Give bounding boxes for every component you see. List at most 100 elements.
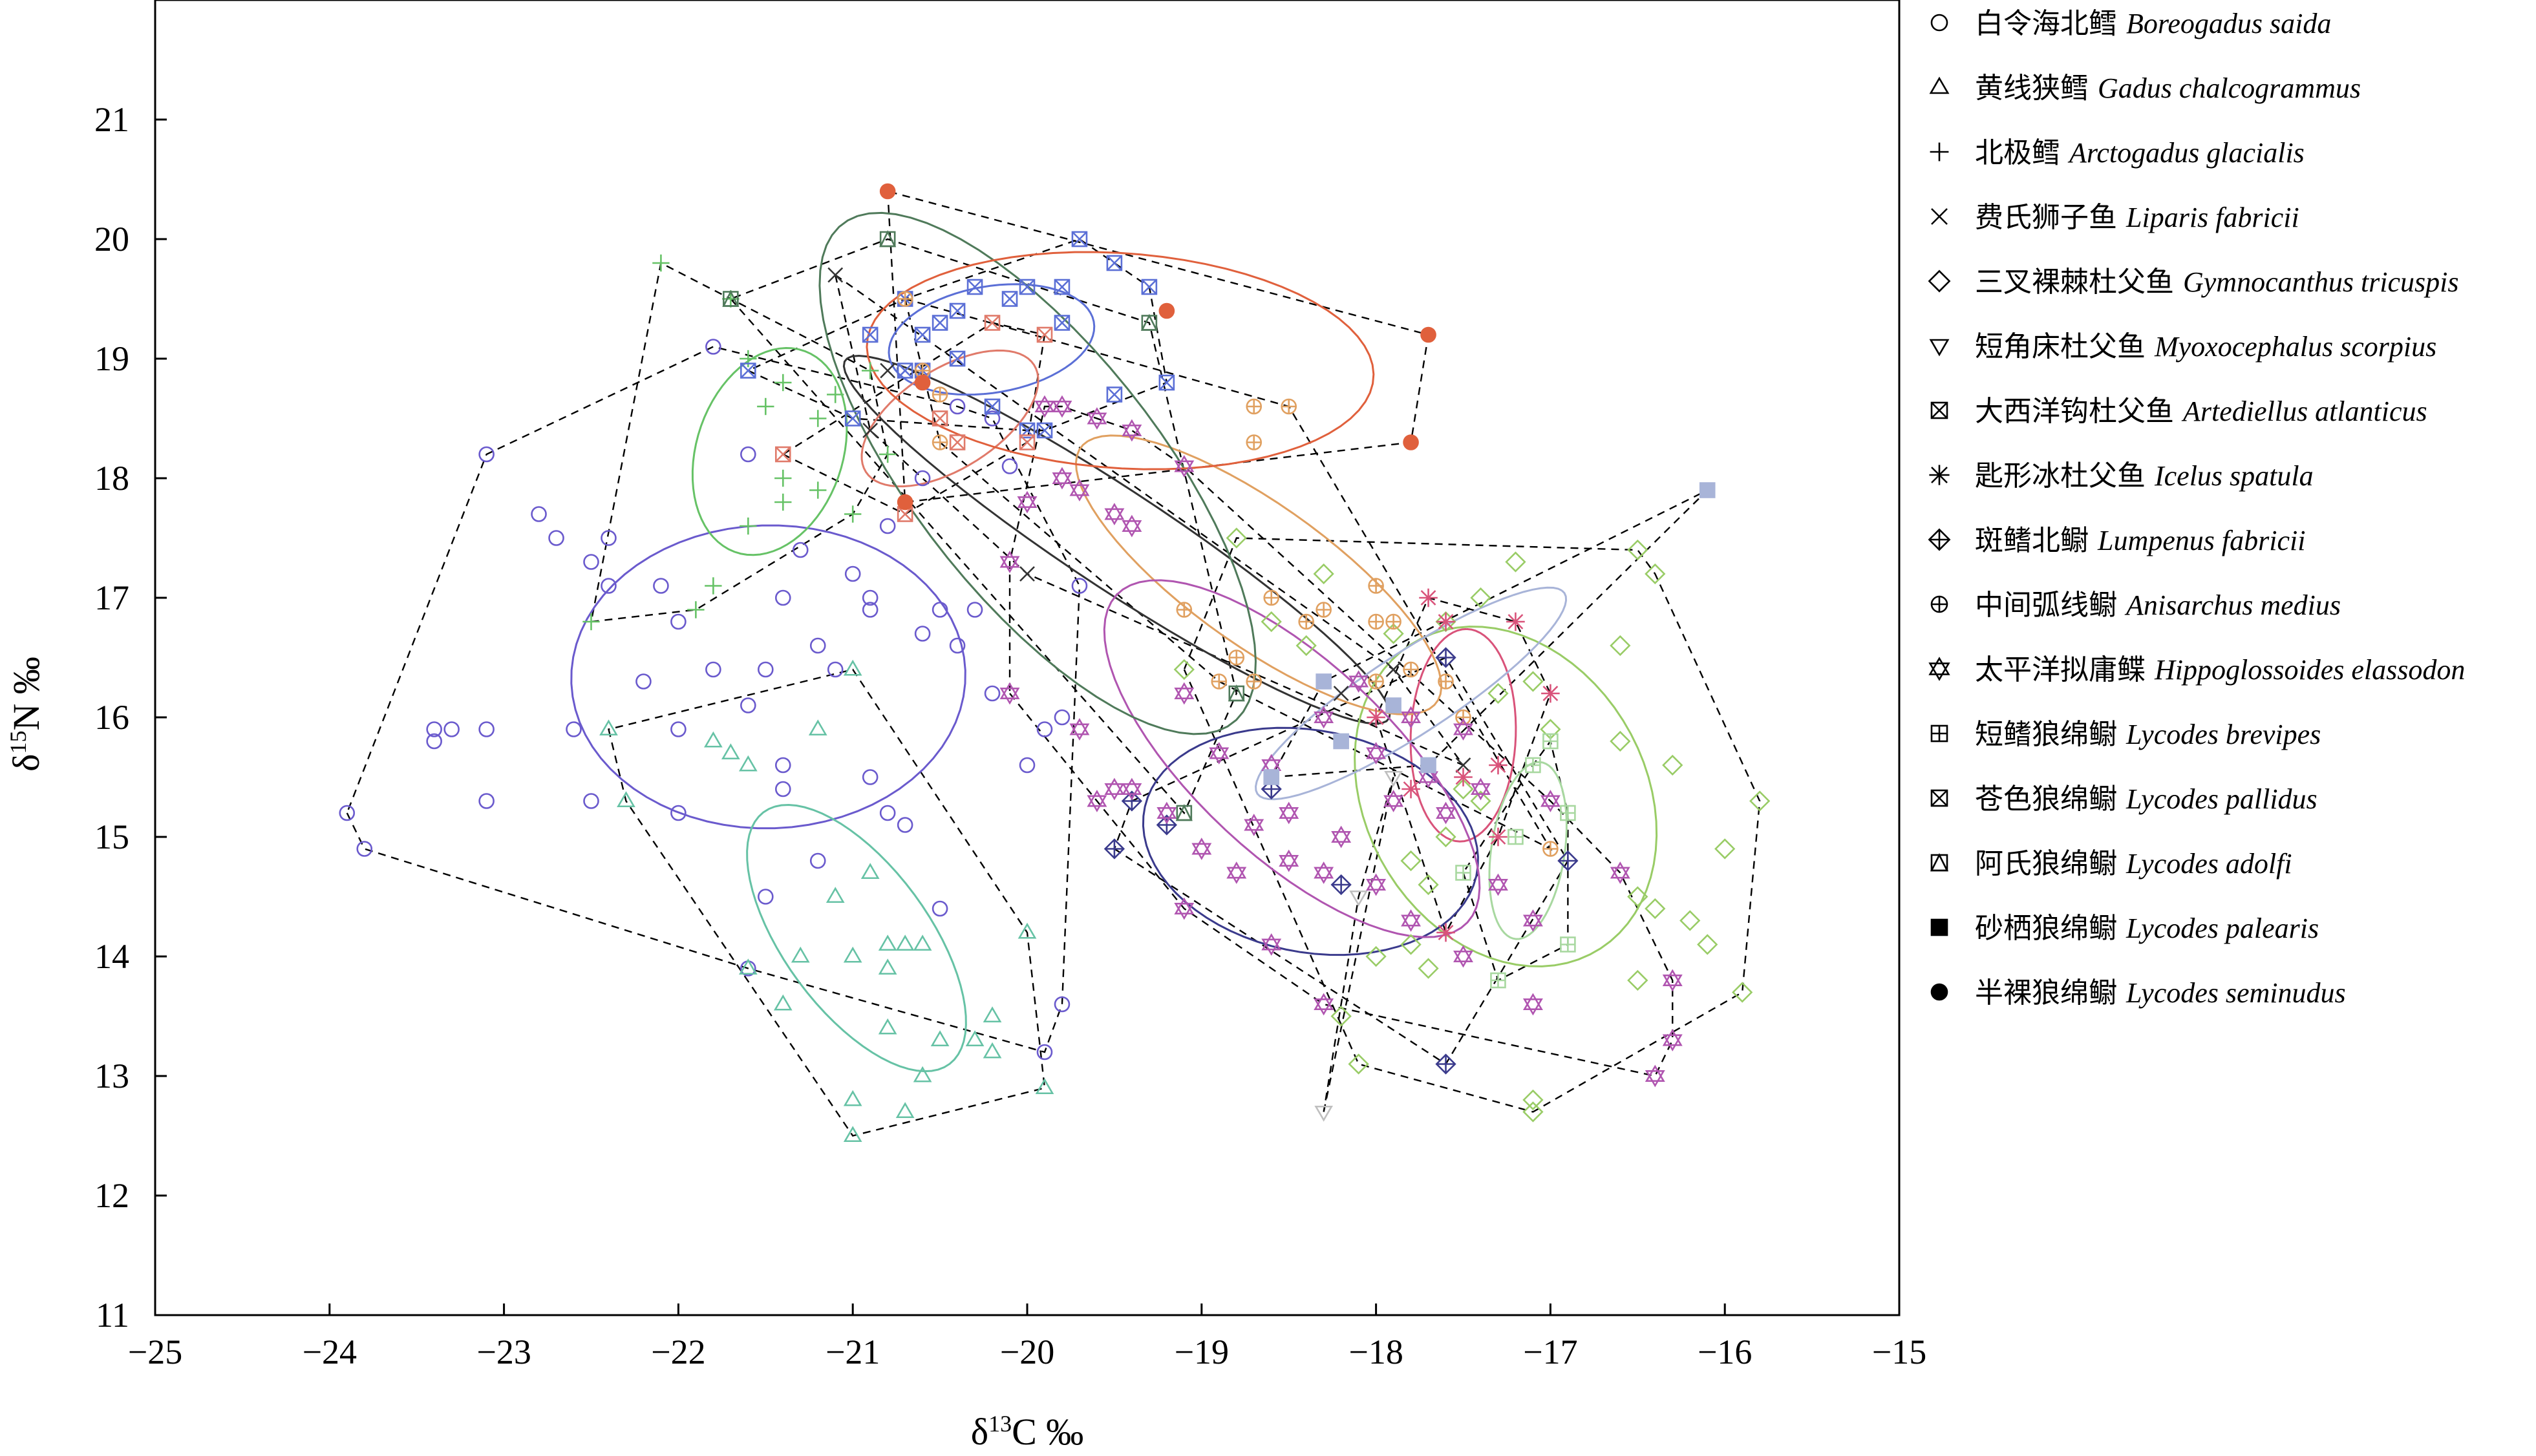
point-anisarchus-medius: [932, 386, 948, 403]
point-hippoglossoides-elassodon: [1279, 801, 1299, 825]
ellipse-gymnocanthus-tricuspis: [1354, 626, 1658, 967]
legend-item-lycodes-brevipes: 短鳍狼绵鳚 Lycodes brevipes: [1930, 718, 2321, 751]
point-gadus-chalcogrammus: [704, 731, 723, 748]
legend-item-lumpenus-fabricii: 斑鳍北鳚 Lumpenus fabricii: [1928, 524, 2305, 557]
point-gymnocanthus-tricuspis: [1679, 910, 1701, 931]
point-gymnocanthus-tricuspis: [1645, 563, 1666, 585]
point-anisarchus-medius: [1246, 434, 1263, 450]
y-tick-label: 18: [94, 459, 129, 498]
hull-myoxocephalus-scorpius: [1323, 777, 1394, 1112]
point-liparis-fabricii: [880, 363, 896, 379]
point-hippoglossoides-elassodon: [1487, 873, 1508, 896]
point-artediellus-atlanticus: [949, 302, 966, 319]
legend: 白令海北鳕 Boreogadus saida 黄线狭鳕 Gadus chalcog…: [1928, 7, 2465, 1009]
point-gadus-chalcogrammus: [895, 934, 915, 951]
point-gadus-chalcogrammus: [860, 863, 880, 880]
point-gadus-chalcogrammus: [930, 1030, 950, 1047]
legend-item-artediellus-atlanticus: 大西洋钩杜父鱼 Artediellus atlanticus: [1930, 395, 2427, 428]
point-gymnocanthus-tricuspis: [1627, 969, 1648, 991]
point-boreogadus-saida: [548, 530, 564, 546]
point-lycodes-pallidus: [984, 315, 1001, 331]
point-lycodes-brevipes: [1490, 972, 1506, 989]
point-gadus-chalcogrammus: [791, 946, 810, 963]
point-artediellus-atlanticus: [949, 350, 966, 367]
legend-item-arctogadus-glacialis: 北极鳕 Arctogadus glacialis: [1930, 136, 2305, 169]
point-lycodes-palearis: [1420, 757, 1436, 774]
point-artediellus-atlanticus: [1071, 231, 1088, 248]
legend-marker: [1930, 918, 1948, 936]
point-hippoglossoides-elassodon: [999, 682, 1020, 705]
point-myoxocephalus-scorpius: [1349, 890, 1368, 907]
point-icelus-spatula: [1454, 768, 1473, 786]
point-artediellus-atlanticus: [1054, 315, 1071, 331]
point-boreogadus-saida: [932, 602, 948, 618]
legend-label-cn: 匙形冰杜父鱼: [1975, 459, 2155, 492]
point-boreogadus-saida: [758, 661, 774, 678]
point-hippoglossoides-elassodon: [1279, 849, 1299, 872]
point-hippoglossoides-elassodon: [1069, 718, 1090, 741]
legend-label: 北极鳕 Arctogadus glacialis: [1975, 136, 2305, 169]
point-anisarchus-medius: [1228, 649, 1245, 666]
point-gymnocanthus-tricuspis: [1522, 1089, 1544, 1111]
point-liparis-fabricii: [1019, 566, 1035, 582]
legend-label-sci: Lycodes brevipes: [2126, 719, 2321, 750]
point-anisarchus-medius: [1316, 602, 1332, 618]
legend-item-liparis-fabricii: 费氏狮子鱼 Liparis fabricii: [1931, 201, 2299, 234]
point-lumpenus-fabricii: [1330, 874, 1352, 896]
y-tick-label: 19: [94, 339, 129, 378]
point-gymnocanthus-tricuspis: [1522, 671, 1544, 692]
point-hippoglossoides-elassodon: [1522, 909, 1543, 932]
legend-label-sci: Icelus spatula: [2154, 460, 2314, 492]
point-hippoglossoides-elassodon: [1174, 682, 1195, 705]
point-boreogadus-saida: [1019, 757, 1036, 774]
point-anisarchus-medius: [1385, 613, 1401, 630]
legend-label: 苍色狼绵鳚 Lycodes pallidus: [1975, 783, 2318, 816]
ellipse-boreogadus-saida: [570, 524, 966, 830]
legend-item-gymnocanthus-tricuspis: 三叉裸棘杜父鱼 Gymnocanthus tricuspis: [1928, 266, 2459, 299]
legend-label-cn: 短角床杜父鱼: [1975, 330, 2155, 363]
point-boreogadus-saida: [932, 900, 948, 917]
point-artediellus-atlanticus: [740, 363, 756, 379]
x-tick-label: −17: [1523, 1333, 1577, 1371]
point-boreogadus-saida: [1036, 721, 1053, 737]
legend-item-boreogadus-saida: 白令海北鳕 Boreogadus saida: [1930, 7, 2331, 40]
x-tick-label: −25: [128, 1333, 182, 1371]
point-boreogadus-saida: [670, 613, 687, 630]
point-arctogadus-glacialis: [809, 481, 827, 499]
point-gadus-chalcogrammus: [878, 934, 897, 951]
ellipse-lycodes-seminudus: [866, 251, 1375, 470]
point-arctogadus-glacialis: [687, 601, 705, 618]
legend-label-cn: 砂栖狼绵鳚: [1975, 912, 2126, 945]
point-lycodes-seminudus: [914, 374, 931, 391]
point-gymnocanthus-tricuspis: [1662, 754, 1683, 776]
point-liparis-fabricii: [827, 267, 844, 283]
legend-label-sci: Lycodes palearis: [2126, 913, 2319, 944]
point-boreogadus-saida: [566, 721, 582, 737]
point-gadus-chalcogrammus: [721, 743, 740, 760]
point-liparis-fabricii: [862, 423, 879, 438]
point-boreogadus-saida: [531, 506, 547, 522]
point-gadus-chalcogrammus: [878, 1018, 897, 1035]
point-hippoglossoides-elassodon: [1209, 742, 1230, 765]
legend-label-sci: Myoxocephalus scorpius: [2154, 331, 2436, 363]
legend-marker: [1930, 853, 1949, 872]
legend-label-cn: 大西洋钩杜父鱼: [1975, 395, 2183, 428]
point-artediellus-atlanticus: [1036, 422, 1053, 439]
point-hippoglossoides-elassodon: [1087, 407, 1107, 430]
point-gymnocanthus-tricuspis: [1383, 623, 1404, 644]
point-hippoglossoides-elassodon: [1471, 777, 1491, 801]
point-gadus-chalcogrammus: [913, 934, 932, 951]
point-hippoglossoides-elassodon: [1087, 790, 1107, 812]
data-points: [339, 183, 1771, 1143]
legend-label-cn: 苍色狼绵鳚: [1975, 783, 2126, 816]
point-arctogadus-glacialis: [740, 517, 757, 535]
point-gymnocanthus-tricuspis: [1697, 934, 1718, 955]
point-artediellus-atlanticus: [966, 279, 983, 295]
point-lycodes-brevipes: [1525, 757, 1541, 774]
hull-arctogadus-glacialis: [590, 262, 889, 623]
point-anisarchus-medius: [897, 291, 913, 307]
point-boreogadus-saida: [862, 769, 879, 785]
point-gymnocanthus-tricuspis: [1226, 527, 1247, 549]
legend-label: 半裸狼绵鳚 Lycodes seminudus: [1975, 976, 2346, 1009]
point-gadus-chalcogrammus: [808, 719, 827, 736]
